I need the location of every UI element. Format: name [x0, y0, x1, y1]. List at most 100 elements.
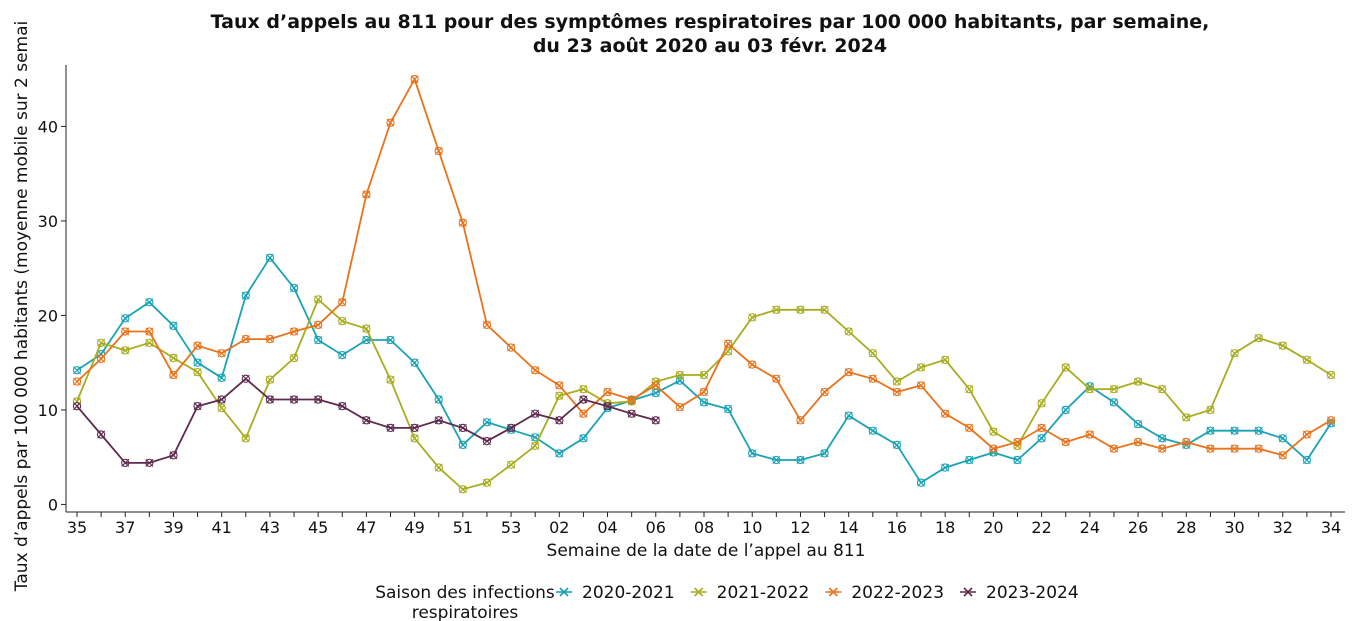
point-circle [241, 374, 250, 383]
point-circle [1206, 405, 1215, 415]
point-cross [338, 402, 347, 411]
point-cross [1134, 377, 1143, 386]
point [72, 377, 82, 386]
point-cross [97, 338, 106, 347]
point [458, 440, 467, 450]
point-circle [1061, 437, 1070, 447]
point-cross [145, 327, 154, 336]
point [1158, 444, 1167, 453]
point [241, 434, 250, 443]
point [965, 455, 974, 465]
point [844, 367, 853, 377]
point-circle [338, 350, 347, 360]
point-cross [1013, 456, 1022, 465]
point-cross [121, 327, 130, 336]
point-cross [362, 336, 371, 344]
point [941, 463, 950, 472]
legend-cross [828, 587, 838, 597]
point-cross [482, 320, 491, 329]
point-cross [892, 377, 901, 386]
point-circle [989, 444, 998, 453]
point-cross [410, 434, 419, 443]
point [1230, 444, 1239, 453]
point-cross [555, 449, 564, 458]
point-circle [265, 253, 275, 262]
point-circle [579, 395, 588, 404]
point [314, 320, 323, 330]
point-cross [1061, 438, 1070, 447]
series-line [76, 256, 1332, 484]
y-tick-label: 10 [38, 401, 58, 420]
point-circle [193, 367, 202, 377]
point-circle [748, 360, 757, 369]
point-cross [265, 335, 274, 344]
point-circle [217, 403, 226, 413]
point-cross [772, 305, 781, 314]
point [193, 402, 202, 411]
point-circle [555, 391, 564, 400]
point [796, 455, 805, 465]
point [386, 375, 395, 384]
point [1278, 434, 1287, 443]
point-circle [1206, 426, 1215, 435]
x-tick-label: 37 [115, 518, 135, 537]
point-cross [265, 253, 274, 262]
point-cross [169, 451, 178, 460]
point-cross [700, 398, 708, 407]
point [1182, 437, 1191, 447]
point-cross [820, 449, 829, 458]
point-cross [458, 218, 467, 227]
point-circle [1109, 398, 1119, 407]
point [169, 353, 178, 363]
point-cross [314, 320, 323, 329]
point [675, 370, 685, 380]
legend-label: 2020-2021 [582, 583, 675, 603]
point-cross [73, 377, 81, 386]
point-cross [458, 440, 467, 449]
point-circle [1037, 399, 1046, 408]
x-tick-label: 49 [404, 518, 424, 537]
point-cross [675, 370, 684, 379]
point [482, 436, 492, 446]
point [989, 427, 998, 436]
point [555, 381, 564, 390]
point-circle [1230, 444, 1239, 453]
point-circle [675, 370, 685, 380]
x-tick-label: 30 [1224, 518, 1244, 537]
point-cross [796, 416, 805, 425]
point-cross [410, 423, 419, 432]
point [844, 411, 853, 420]
point-cross [1230, 426, 1239, 435]
point-cross [145, 338, 154, 347]
point [1158, 434, 1167, 443]
point-circle [265, 375, 275, 384]
point [338, 316, 347, 326]
point [289, 327, 299, 336]
point-circle [314, 295, 323, 304]
point-cross [458, 423, 467, 432]
point-circle [820, 449, 829, 458]
point-circle [772, 455, 781, 465]
point-cross [410, 75, 419, 84]
point [72, 402, 82, 411]
chart-title: du 23 août 2020 au 03 févr. 2024 [533, 35, 887, 57]
point [241, 374, 250, 383]
point-circle [916, 478, 926, 487]
point-circle [72, 377, 82, 386]
point [1302, 430, 1312, 439]
point [241, 334, 250, 344]
point-cross [217, 395, 226, 404]
point-circle [1158, 444, 1167, 453]
point-cross [844, 411, 853, 420]
legend-key [690, 587, 707, 597]
point-circle [579, 409, 588, 418]
point-circle [1254, 333, 1263, 343]
point [941, 409, 950, 418]
point-cross [265, 395, 274, 404]
x-tick-label: 14 [839, 518, 859, 537]
point-circle [892, 387, 902, 397]
point [868, 374, 877, 383]
point-cross [1327, 370, 1335, 379]
point [434, 395, 443, 404]
point [386, 118, 395, 127]
